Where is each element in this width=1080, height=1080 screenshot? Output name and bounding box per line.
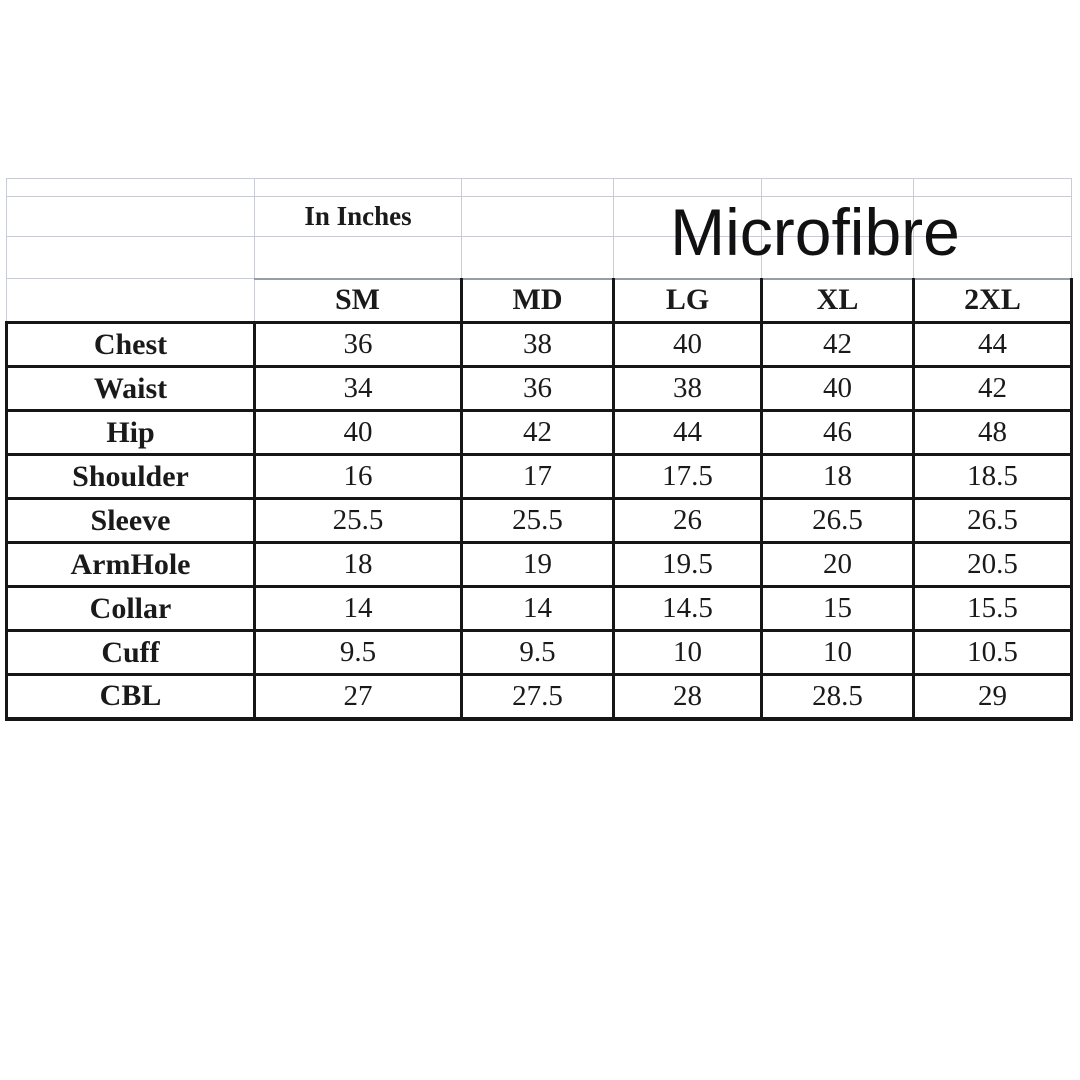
measurement-value: 42 [912, 365, 1073, 412]
measurement-value: 42 [460, 409, 615, 456]
table-row: Hip 40 42 44 46 48 [5, 409, 1073, 456]
measurement-value: 29 [912, 673, 1073, 721]
empty-cell [761, 236, 914, 279]
measurement-value: 10 [760, 629, 915, 676]
spreadsheet-row-empty [6, 178, 1072, 197]
measurement-value: 25.5 [460, 497, 615, 544]
measurement-value: 15 [760, 585, 915, 632]
empty-cell [761, 196, 914, 237]
empty-cell [461, 236, 614, 279]
empty-cell [254, 178, 462, 197]
measurement-value: 17.5 [612, 453, 763, 500]
measurement-value: 27.5 [460, 673, 615, 721]
empty-cell [913, 178, 1072, 197]
measurement-label: Chest [5, 321, 256, 368]
empty-cell [6, 196, 255, 237]
measurement-value: 10 [612, 629, 763, 676]
table-row: Chest 36 38 40 42 44 [5, 321, 1073, 368]
measurement-value: 38 [612, 365, 763, 412]
measurement-value: 28.5 [760, 673, 915, 721]
empty-cell [461, 178, 614, 197]
spreadsheet-row-units: In Inches [6, 196, 1072, 237]
measurement-label: Collar [5, 585, 256, 632]
size-column-header: 2XL [912, 277, 1073, 324]
measurement-value: 36 [253, 321, 463, 368]
measurement-value: 27 [253, 673, 463, 721]
measurement-label: Cuff [5, 629, 256, 676]
empty-cell [6, 178, 255, 197]
size-header-row: SM MD LG XL 2XL [6, 277, 1073, 324]
measurement-value: 38 [460, 321, 615, 368]
measurement-value: 18 [760, 453, 915, 500]
table-row: Cuff 9.5 9.5 10 10 10.5 [5, 629, 1073, 676]
measurement-value: 19 [460, 541, 615, 588]
measurement-value: 44 [612, 409, 763, 456]
measurement-value: 20 [760, 541, 915, 588]
measurement-label: Hip [5, 409, 256, 456]
measurement-value: 17 [460, 453, 615, 500]
measurement-value: 20.5 [912, 541, 1073, 588]
measurement-value: 18.5 [912, 453, 1073, 500]
measurement-value: 48 [912, 409, 1073, 456]
measurement-value: 40 [760, 365, 915, 412]
measurement-value: 36 [460, 365, 615, 412]
table-row: Collar 14 14 14.5 15 15.5 [5, 585, 1073, 632]
measurement-label: Waist [5, 365, 256, 412]
measurement-value: 26.5 [912, 497, 1073, 544]
empty-cell [613, 178, 762, 197]
empty-cell [6, 236, 255, 279]
measurement-value: 42 [760, 321, 915, 368]
measurement-value: 16 [253, 453, 463, 500]
measurement-label: Shoulder [5, 453, 256, 500]
measurement-value: 9.5 [253, 629, 463, 676]
measurement-value: 19.5 [612, 541, 763, 588]
measurement-value: 10.5 [912, 629, 1073, 676]
table-row: Waist 34 36 38 40 42 [5, 365, 1073, 412]
measurement-value: 9.5 [460, 629, 615, 676]
size-column-header: XL [760, 277, 915, 324]
measurement-label: ArmHole [5, 541, 256, 588]
empty-cell [913, 236, 1072, 279]
unit-label: In Inches [254, 196, 462, 237]
empty-cell [761, 178, 914, 197]
measurement-value: 14.5 [612, 585, 763, 632]
spreadsheet-row-empty [6, 236, 1072, 279]
measurement-value: 34 [253, 365, 463, 412]
measurement-value: 25.5 [253, 497, 463, 544]
measurement-value: 26 [612, 497, 763, 544]
size-column-header: MD [460, 277, 615, 324]
size-column-header: LG [612, 277, 763, 324]
measurement-value: 26.5 [760, 497, 915, 544]
table-row: Shoulder 16 17 17.5 18 18.5 [5, 453, 1073, 500]
measurement-value: 44 [912, 321, 1073, 368]
measurement-label: Sleeve [5, 497, 256, 544]
empty-cell [913, 196, 1072, 237]
table-row: Sleeve 25.5 25.5 26 26.5 26.5 [5, 497, 1073, 544]
empty-cell [613, 236, 762, 279]
empty-cell [254, 236, 462, 279]
empty-cell [613, 196, 762, 237]
measurement-value: 15.5 [912, 585, 1073, 632]
size-column-header: SM [254, 277, 463, 324]
measurement-value: 14 [253, 585, 463, 632]
measurement-value: 40 [612, 321, 763, 368]
measurement-value: 40 [253, 409, 463, 456]
measurement-label: CBL [5, 673, 256, 721]
empty-cell [6, 278, 255, 323]
measurement-value: 46 [760, 409, 915, 456]
size-chart-table: In Inches SM MD LG XL 2XL Chest 36 38 40 42 44 Wai… [5, 178, 1073, 721]
measurement-value: 18 [253, 541, 463, 588]
measurement-value: 28 [612, 673, 763, 721]
measurement-value: 14 [460, 585, 615, 632]
table-row: ArmHole 18 19 19.5 20 20.5 [5, 541, 1073, 588]
table-row: CBL 27 27.5 28 28.5 29 [5, 673, 1073, 721]
empty-cell [461, 196, 614, 237]
